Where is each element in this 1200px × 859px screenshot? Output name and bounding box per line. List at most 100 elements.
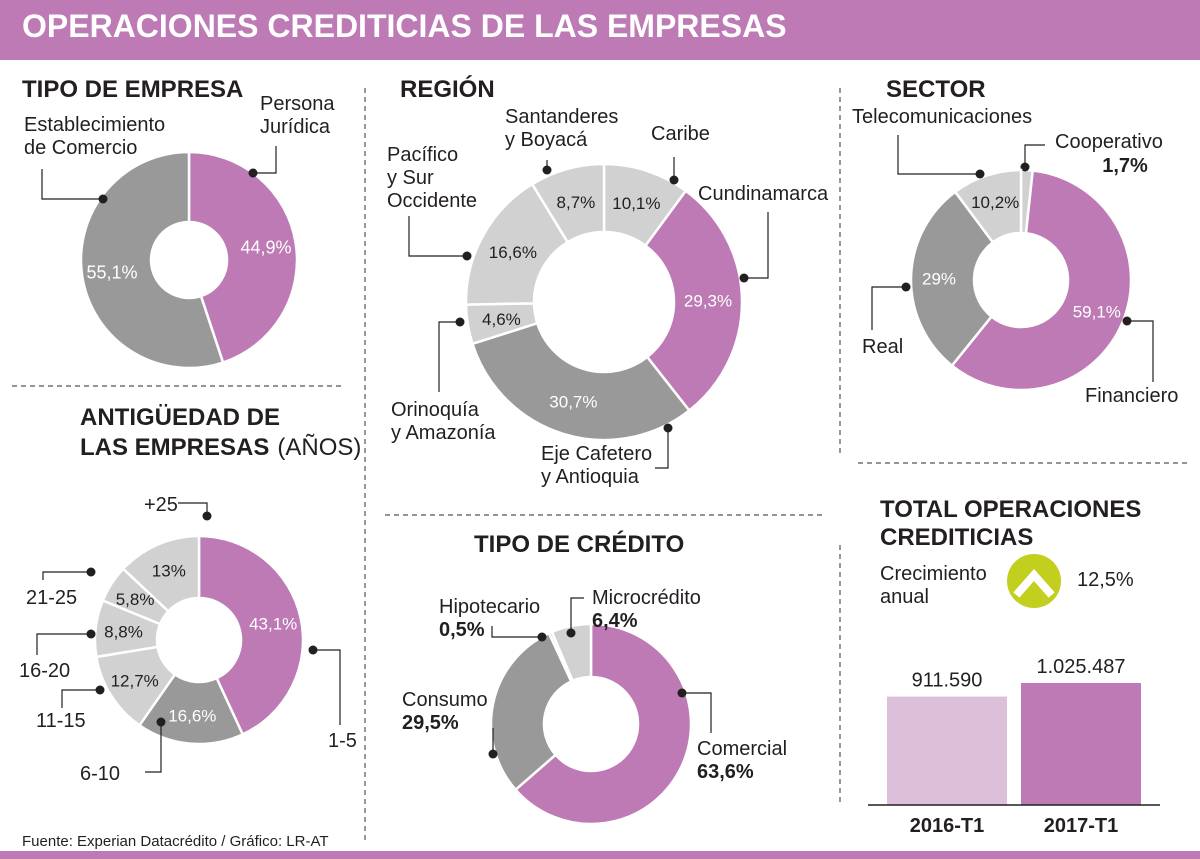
antiguedad-value-21-25: 5,8% (116, 590, 155, 609)
sector-slice-telecomunicaciones (953, 168, 1023, 245)
sector-leader-dot-real (901, 282, 911, 292)
page-title: OPERACIONES CREDITICIAS DE LAS EMPRESAS (22, 8, 787, 44)
header-bar: OPERACIONES CREDITICIAS DE LAS EMPRESAS (0, 0, 1200, 60)
antiguedad-value-1-5: 43,1% (249, 615, 297, 634)
antiguedad-title-line1: ANTIGÜEDAD DE (80, 404, 280, 431)
sector-label-real: Real (862, 336, 903, 358)
total-bar-chart: 911.590 2016-T1 1.025.487 2017-T1 (868, 656, 1160, 837)
region-label-santanderes-y-boyaca: Santanderes y Boyacá (505, 106, 618, 151)
bar-category-2017-t1: 2017-T1 (1044, 815, 1119, 837)
antiguedad-value-11-15: 12,7% (111, 672, 159, 691)
sector-title: SECTOR (886, 76, 986, 103)
region-label-pacifico-y-sur-occidente: Pacífico y Sur Occidente (387, 144, 477, 212)
region-value-eje-cafetero-y-antioquia: 30,7% (549, 392, 597, 411)
tipo-empresa-slice-establecimiento-de-comercio (79, 150, 225, 370)
tipo-empresa-title: TIPO DE EMPRESA (22, 76, 243, 103)
antiguedad-donut: 43,1% 1-5 16,6% 6-10 12,7% 11-15 8,8% 16-20 5,8%… (19, 494, 357, 785)
antiguedad-title-bold: LAS EMPRESAS (80, 434, 269, 461)
bar-2017-t1 (1021, 683, 1141, 805)
sector-value-financiero: 59,1% (1073, 302, 1121, 321)
tipo-credito-leader-dot-hipotecario (537, 632, 547, 642)
region-leader-orinoquia-y-amazonia (438, 321, 460, 392)
bar-category-2016-t1: 2016-T1 (910, 815, 985, 837)
tipo-credito-donut: Comercial 63,6% Consumo 29,5% Hipotecario 0,5… (402, 587, 787, 826)
antiguedad-leader-dot-16-20 (86, 629, 96, 639)
sector-value-cooperativo: 1,7% (1102, 155, 1148, 177)
region-value-orinoquia-y-amazonia: 4,6% (482, 310, 521, 329)
growth-label-line2: anual (880, 586, 929, 608)
tipo-credito-leader-microcredito (570, 597, 584, 633)
sector-leader-financiero (1127, 320, 1154, 382)
tipo-credito-leader-dot-consumo (488, 749, 498, 759)
antiguedad-leader-25 (178, 502, 208, 516)
sector-leader-dot-telecomunicaciones (975, 169, 985, 179)
sector-value-real: 29% (922, 270, 956, 289)
tipo-credito-slice-comercial (513, 622, 693, 826)
antiguedad-leader-dot-21-25 (86, 567, 96, 577)
chevron-up-icon (1007, 554, 1061, 608)
antiguedad-leader-dot-6-10 (156, 717, 166, 727)
antiguedad-title-suffix: (AÑOS) (277, 434, 361, 461)
tipo-credito-leader-comercial (682, 692, 712, 733)
antiguedad-label-16-20: 16-20 (19, 660, 70, 682)
tipo-empresa-leader-dot-establecimiento-de-comercio (98, 194, 108, 204)
tipo-empresa-label-persona-juridica: Persona Jurídica (260, 93, 335, 138)
tipo-empresa-donut: 44,9% Persona Jurídica 55,1% Establecimiento… (24, 93, 335, 370)
antiguedad-label-6-10: 6-10 (80, 763, 120, 785)
footer-bar (0, 851, 1200, 859)
region-slice-eje-cafetero-y-antioquia (470, 321, 692, 442)
antiguedad-value-25: 13% (152, 561, 186, 580)
antiguedad-leader-11-15 (61, 689, 100, 708)
antiguedad-leader-1-5 (313, 649, 341, 725)
antiguedad-value-16-20: 8,8% (104, 622, 143, 641)
tipo-empresa-value-persona-juridica: 44,9% (240, 238, 291, 258)
antiguedad-label-21-25: 21-25 (26, 587, 77, 609)
region-value-cundinamarca: 29,3% (684, 291, 732, 310)
sector-label-telecomunicaciones: Telecomunicaciones (852, 106, 1032, 128)
tipo-credito-slice-microcredito (550, 622, 593, 683)
tipo-empresa-leader-dot-persona-juridica (248, 168, 258, 178)
tipo-credito-leader-hipotecario (491, 626, 542, 638)
region-leader-pacifico-y-sur-occidente (408, 216, 467, 257)
sector-label-financiero: Financiero (1085, 385, 1178, 407)
antiguedad-label-25: +25 (144, 494, 178, 516)
region-leader-dot-cundinamarca (739, 273, 749, 283)
antiguedad-leader-dot-1-5 (308, 645, 318, 655)
tipo-empresa-value-establecimiento-de-comercio: 55,1% (86, 262, 137, 282)
region-label-cundinamarca: Cundinamarca (698, 183, 829, 205)
region-leader-dot-santanderes-y-boyaca (542, 165, 552, 175)
region-slice-santanderes-y-boyaca (530, 162, 606, 244)
region-value-caribe: 10,1% (612, 194, 660, 213)
section-dividers (12, 88, 1188, 840)
tipo-credito-label-consumo: Consumo 29,5% (402, 689, 488, 734)
region-value-santanderes-y-boyaca: 8,7% (557, 193, 596, 212)
tipo-credito-label-hipotecario: Hipotecario 0,5% (439, 596, 540, 641)
region-slice-cundinamarca (643, 189, 744, 413)
antiguedad-label-1-5: 1-5 (328, 730, 357, 752)
sector-leader-telecomunicaciones (897, 135, 980, 175)
tipo-empresa-leader-persona-juridica (253, 146, 277, 174)
region-leader-dot-pacifico-y-sur-occidente (462, 251, 472, 261)
bar-2016-t1 (887, 696, 1007, 805)
growth-label-line1: Crecimiento (880, 563, 987, 585)
antiguedad-leader-16-20 (36, 633, 91, 655)
tipo-credito-title: TIPO DE CRÉDITO (474, 530, 684, 558)
total-title-line2: CREDITICIAS (880, 524, 1033, 551)
tipo-empresa-slice-persona-juridica (187, 150, 299, 365)
antiguedad-slice-25 (121, 534, 201, 614)
tipo-credito-leader-dot-comercial (677, 688, 687, 698)
sector-slice-real (909, 190, 995, 368)
source-note: Fuente: Experian Datacrédito / Gráfico: … (22, 833, 329, 850)
tipo-credito-leader-dot-microcredito (566, 628, 576, 638)
tipo-empresa-leader-establecimiento-de-comercio (41, 169, 103, 200)
growth-value: 12,5% (1077, 569, 1134, 591)
antiguedad-slice-1-5 (197, 534, 305, 737)
antiguedad-leader-21-25 (42, 571, 91, 580)
sector-slice-financiero (950, 169, 1133, 392)
antiguedad-value-6-10: 16,6% (168, 707, 216, 726)
sector-leader-cooperativo (1024, 144, 1045, 167)
tipo-credito-label-microcredito: Microcrédito 6,4% (592, 587, 701, 632)
antiguedad-leader-6-10 (145, 722, 162, 773)
region-value-pacifico-y-sur-occidente: 16,6% (489, 243, 537, 262)
